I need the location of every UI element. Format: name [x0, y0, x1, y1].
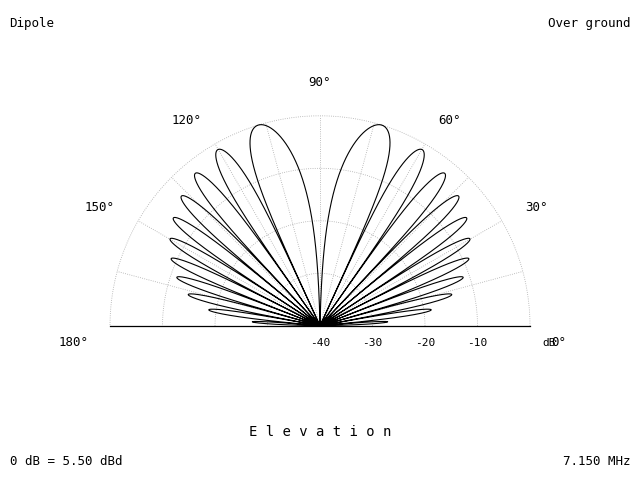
Text: -10: -10: [467, 338, 488, 348]
Text: 30°: 30°: [525, 201, 548, 214]
Text: -20: -20: [415, 338, 435, 348]
Text: 150°: 150°: [84, 201, 115, 214]
Text: 90°: 90°: [308, 75, 332, 88]
Text: -30: -30: [362, 338, 383, 348]
Text: dB: dB: [543, 338, 556, 348]
Text: 0°: 0°: [551, 336, 566, 349]
Text: Dipole: Dipole: [10, 17, 54, 30]
Text: 120°: 120°: [172, 114, 202, 127]
Text: 60°: 60°: [438, 114, 461, 127]
Text: Over ground: Over ground: [548, 17, 630, 30]
Text: -40: -40: [310, 338, 330, 348]
Text: 0 dB = 5.50 dBd: 0 dB = 5.50 dBd: [10, 455, 122, 468]
Text: E l e v a t i o n: E l e v a t i o n: [249, 425, 391, 439]
Text: 7.150 MHz: 7.150 MHz: [563, 455, 630, 468]
Text: 180°: 180°: [59, 336, 89, 349]
